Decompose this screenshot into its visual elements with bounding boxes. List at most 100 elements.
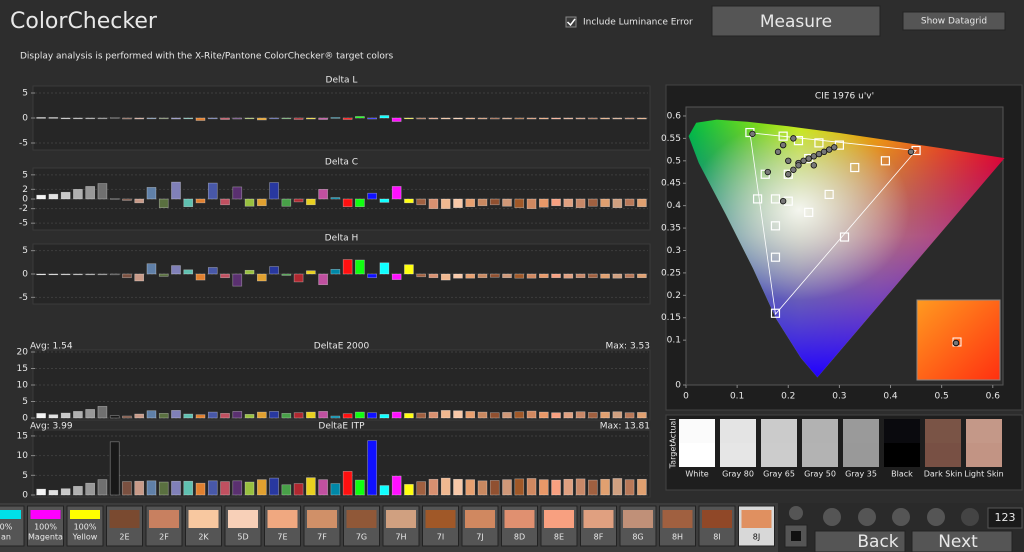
bar xyxy=(477,198,488,207)
bar xyxy=(134,480,145,496)
bar xyxy=(600,411,610,419)
save-icon[interactable] xyxy=(892,508,910,526)
bar xyxy=(551,273,561,279)
patch-label[interactable]: 2E xyxy=(119,533,129,542)
bar xyxy=(183,269,194,275)
bar xyxy=(269,411,279,419)
bar xyxy=(404,484,414,496)
bar xyxy=(502,273,512,279)
patch-label[interactable]: 5D xyxy=(237,533,248,542)
play-icon[interactable] xyxy=(858,508,876,526)
bar xyxy=(158,273,169,277)
bar xyxy=(502,117,512,120)
bar xyxy=(514,198,525,208)
loop-icon[interactable] xyxy=(927,508,945,526)
bar xyxy=(220,273,230,279)
target-point xyxy=(804,207,814,217)
target-point xyxy=(814,138,824,148)
bar xyxy=(207,480,218,496)
plot-area xyxy=(32,349,651,421)
patch-label[interactable]: 7J xyxy=(476,533,483,542)
patch-label[interactable]: 7E xyxy=(277,533,287,542)
bar xyxy=(551,198,561,207)
patch-label[interactable]: 100% xyxy=(34,523,57,532)
avg-label: Avg: 1.54 xyxy=(30,342,73,352)
bar xyxy=(477,273,488,279)
bar xyxy=(355,259,365,275)
swatch-name: White xyxy=(685,470,708,479)
bar xyxy=(502,479,512,496)
bar xyxy=(379,198,390,203)
bar xyxy=(453,410,463,419)
measure-button[interactable] xyxy=(711,5,881,37)
stop-round-icon[interactable] xyxy=(823,508,841,526)
bar xyxy=(355,116,365,119)
bar xyxy=(637,198,647,208)
patch-label[interactable]: 8J xyxy=(753,533,760,542)
patch-label[interactable]: 2K xyxy=(198,533,209,542)
bar xyxy=(526,478,537,496)
patch-label[interactable]: 8E xyxy=(554,533,564,542)
patch-label[interactable]: an xyxy=(1,533,11,542)
bar xyxy=(367,273,377,279)
actual-swatch xyxy=(966,419,1002,443)
patch-label[interactable]: 0% xyxy=(0,523,13,532)
checkbox[interactable] xyxy=(565,16,577,28)
row-label: Actual xyxy=(669,418,678,443)
bar xyxy=(624,479,635,496)
bar xyxy=(588,117,598,120)
patch-label[interactable]: 7G xyxy=(356,533,367,542)
up-icon[interactable] xyxy=(789,506,803,520)
bar xyxy=(73,486,83,496)
patch-label[interactable]: 8H xyxy=(672,533,683,542)
measured-point xyxy=(779,141,787,149)
datagrid-button[interactable] xyxy=(902,11,1006,31)
bar xyxy=(563,198,574,208)
measured-point xyxy=(820,148,828,156)
checkbox-label[interactable]: Include Luminance Error xyxy=(583,18,693,28)
y-tick-label: 15 xyxy=(17,364,28,374)
next-button[interactable] xyxy=(911,530,1013,552)
measured-point xyxy=(785,157,792,165)
patch-label[interactable]: 7H xyxy=(395,533,406,542)
patch-label[interactable]: 2F xyxy=(159,533,169,542)
patch-label[interactable]: 100% xyxy=(74,523,97,532)
bar xyxy=(73,189,83,200)
patch-label[interactable]: 7I xyxy=(437,533,444,542)
bar xyxy=(416,412,426,419)
measure-label[interactable]: Measure xyxy=(760,12,832,32)
swatch-name: Light Skin xyxy=(964,470,1004,479)
actual-swatch xyxy=(802,419,838,443)
refresh-icon[interactable] xyxy=(961,508,979,526)
patch-label[interactable]: 8F xyxy=(594,533,604,542)
bar xyxy=(342,413,353,419)
measured-point xyxy=(810,162,818,169)
bar xyxy=(36,194,46,200)
y-tick-label: -5 xyxy=(19,139,28,149)
bar xyxy=(306,117,316,120)
measured-point xyxy=(815,150,823,158)
patch-label[interactable]: 7F xyxy=(317,533,327,542)
x-tick-label: 0 xyxy=(683,392,689,402)
bar xyxy=(183,198,194,208)
bar xyxy=(526,410,537,419)
patch-color xyxy=(70,510,100,519)
bar xyxy=(379,262,390,275)
bar xyxy=(637,117,647,120)
patch-label[interactable]: Magenta xyxy=(28,533,63,542)
back-label[interactable]: Back xyxy=(857,532,898,552)
patch-label[interactable]: Yellow xyxy=(72,533,98,542)
bar xyxy=(60,117,71,120)
bar xyxy=(404,117,414,120)
bar xyxy=(48,414,59,419)
back-button[interactable] xyxy=(814,530,906,552)
patch-label[interactable]: 8I xyxy=(713,533,720,542)
bar xyxy=(489,117,500,120)
patch-color xyxy=(386,510,416,528)
patch-label[interactable]: 8D xyxy=(514,533,525,542)
y-tick-label: 0.2 xyxy=(667,291,681,301)
bar xyxy=(97,117,108,120)
patch-label[interactable]: 8G xyxy=(632,533,643,542)
next-label[interactable]: Next xyxy=(938,532,978,552)
datagrid-label[interactable]: Show Datagrid xyxy=(921,17,987,27)
